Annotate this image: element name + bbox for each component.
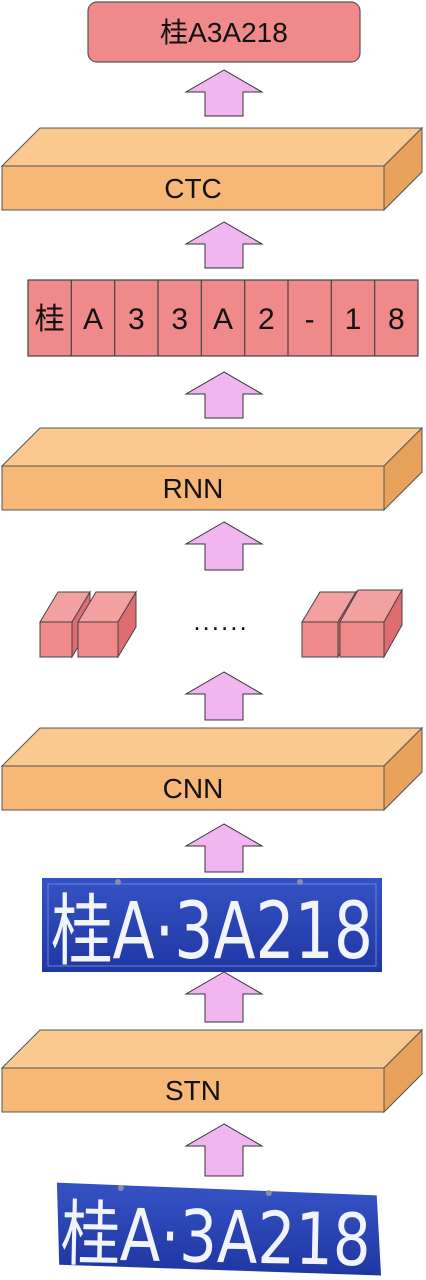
arrow-up-icon bbox=[184, 823, 264, 873]
stn-layer: STN bbox=[0, 1028, 424, 1114]
sequence-cell-text: A bbox=[213, 303, 233, 336]
sequence-cell-text: 2 bbox=[258, 303, 275, 336]
arrow-up-icon bbox=[184, 671, 264, 721]
sequence-cell: A bbox=[200, 280, 233, 356]
sequence-cell-text: 1 bbox=[345, 303, 362, 336]
arrow-up-icon bbox=[184, 69, 264, 117]
arrow-up-icon bbox=[184, 521, 264, 571]
plate-input-text: 桂A·3A218 bbox=[60, 1192, 372, 1280]
sequence-cell: 1 bbox=[330, 280, 362, 356]
license-plate-rectified: 桂A·3A218 bbox=[42, 878, 382, 977]
sequence-cell: 8 bbox=[374, 280, 405, 356]
sequence-cell: A bbox=[70, 280, 103, 356]
feature-blocks: ...... bbox=[39, 588, 403, 659]
plate-rectified-text: 桂A·3A218 bbox=[51, 887, 373, 977]
cnn-label: CNN bbox=[163, 773, 224, 804]
sequence-cell: 3 bbox=[157, 280, 188, 356]
feature-block bbox=[339, 588, 403, 659]
feature-block bbox=[77, 590, 137, 659]
arrow-up-icon bbox=[184, 221, 264, 269]
output-box: 桂A3A218 bbox=[87, 1, 361, 63]
arrows bbox=[184, 69, 264, 1177]
sequence-cell: - bbox=[287, 280, 315, 356]
arrow-up-icon bbox=[184, 1123, 264, 1177]
sequence-cell-text: - bbox=[305, 303, 315, 336]
feature-ellipsis: ...... bbox=[193, 606, 248, 636]
rnn-layer: RNN bbox=[0, 426, 424, 512]
sequence-cell-text: 桂 bbox=[35, 303, 65, 336]
stn-label: STN bbox=[165, 1075, 221, 1106]
output-text: 桂A3A218 bbox=[160, 17, 288, 48]
ctc-label: CTC bbox=[164, 173, 222, 204]
cnn-layer: CNN bbox=[0, 726, 424, 812]
sequence-cell: 2 bbox=[244, 280, 275, 356]
sequence-cell-text: 8 bbox=[388, 303, 405, 336]
sequence-cell-text: 3 bbox=[171, 303, 188, 336]
sequence-cell-text: A bbox=[83, 303, 103, 336]
rnn-label: RNN bbox=[163, 473, 224, 504]
sequence-cell: 3 bbox=[114, 280, 145, 356]
arrow-up-icon bbox=[184, 371, 264, 419]
arrow-up-icon bbox=[184, 971, 264, 1023]
sequence-cell: 桂 bbox=[35, 303, 65, 336]
sequence-cell-text: 3 bbox=[128, 303, 145, 336]
ctc-layer: CTC bbox=[0, 126, 424, 212]
license-plate-input: 桂A·3A218 bbox=[56, 1182, 382, 1280]
